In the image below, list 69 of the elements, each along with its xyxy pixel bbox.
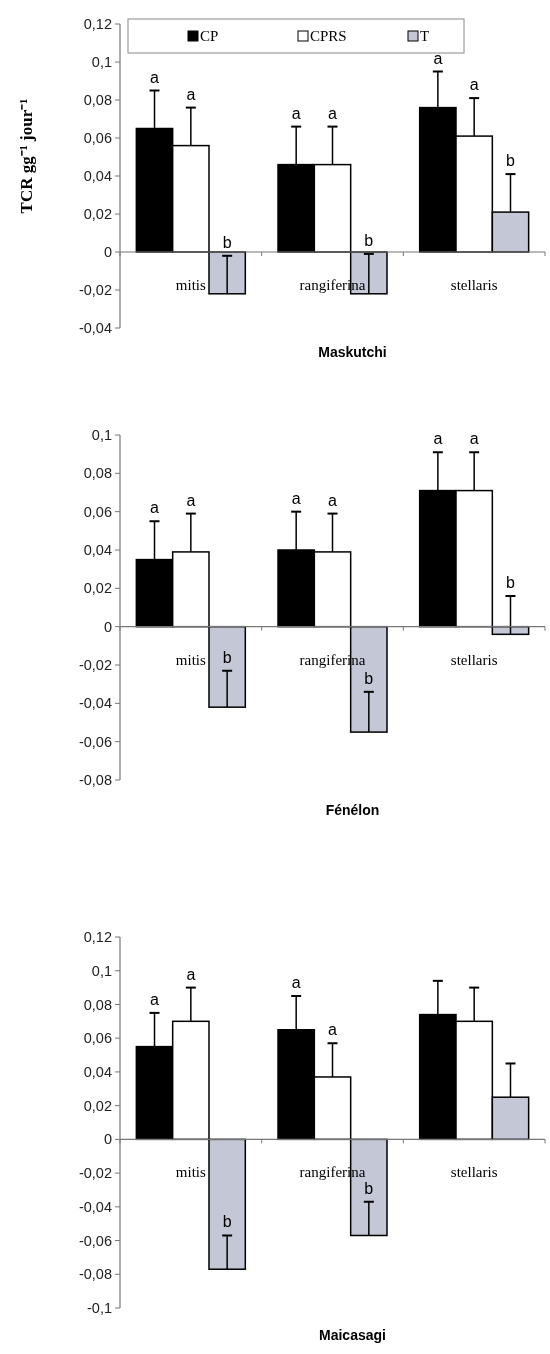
data-label: a	[433, 49, 443, 67]
data-label: b	[506, 152, 516, 170]
x-axis-title: Maskutchi	[318, 344, 387, 360]
data-label: a	[291, 104, 301, 122]
y-tick-label: 0	[103, 1131, 112, 1148]
data-label: a	[291, 489, 301, 507]
data-label: a	[328, 1021, 338, 1039]
y-tick-label: -0,04	[78, 695, 112, 712]
data-label: b	[364, 231, 374, 249]
data-label: b	[222, 1213, 232, 1231]
y-tick-label: -0,1	[87, 1300, 112, 1317]
x-tick-label: mitis	[175, 277, 206, 293]
data-label: b	[222, 648, 232, 666]
y-tick-label: -0,06	[78, 733, 112, 750]
data-label: b	[506, 574, 516, 591]
y-tick-label: 0,02	[83, 580, 112, 597]
data-label: a	[186, 965, 196, 983]
data-label: a	[433, 430, 443, 448]
data-label: a	[469, 76, 479, 94]
y-tick-label: 0,04	[83, 542, 112, 559]
y-tick-label: 0,08	[83, 996, 112, 1013]
x-tick-label: stellaris	[450, 651, 498, 668]
y-tick-label: 0,1	[91, 54, 112, 71]
y-tick-label: 0,02	[83, 1097, 112, 1114]
data-label: a	[469, 430, 479, 448]
y-tick-label: -0,02	[78, 1165, 112, 1182]
y-tick-label: 0	[103, 618, 112, 635]
x-tick-label: mitis	[175, 1164, 206, 1181]
data-label: b	[222, 233, 232, 251]
y-tick-label: 0,06	[83, 1030, 112, 1047]
y-tick-label: 0,08	[83, 92, 112, 109]
x-axis-title: Fénélon	[325, 802, 380, 818]
data-label: a	[150, 68, 160, 86]
data-label: a	[186, 85, 196, 103]
y-tick-label: 0,08	[83, 465, 112, 482]
data-label: a	[291, 974, 301, 992]
data-label: a	[150, 990, 160, 1008]
y-tick-label: 0,04	[83, 168, 112, 185]
data-label: b	[364, 669, 374, 687]
y-tick-label: -0,02	[78, 657, 112, 674]
y-tick-label: -0,04	[78, 320, 112, 337]
y-tick-label: -0,08	[78, 772, 112, 789]
y-tick-label: -0,02	[78, 282, 112, 299]
x-tick-label: stellaris	[450, 277, 498, 293]
legend-label: T	[420, 28, 430, 44]
y-tick-label: -0,04	[78, 1198, 112, 1215]
x-axis-title: Maicasagi	[319, 1327, 386, 1343]
legend-label: CPRS	[310, 28, 347, 44]
y-tick-label: 0	[103, 244, 112, 261]
data-label: a	[328, 491, 338, 509]
data-label: a	[328, 104, 338, 122]
y-tick-label: 0,06	[83, 130, 112, 147]
y-tick-label: -0,06	[78, 1232, 112, 1249]
data-label: a	[186, 491, 196, 509]
y-tick-label: 0,12	[83, 16, 112, 33]
bar	[208, 251, 247, 295]
data-label: a	[150, 499, 160, 517]
y-tick-label: 0,1	[91, 962, 112, 979]
y-tick-label: -0,08	[78, 1266, 112, 1283]
legend-label: CP	[200, 28, 219, 44]
data-label: b	[364, 1179, 374, 1197]
y-tick-label: 0,12	[83, 929, 112, 946]
y-axis-title: TCR gg⁻¹ jour⁻¹	[17, 98, 36, 214]
x-tick-label: stellaris	[450, 1164, 498, 1181]
y-tick-label: 0,02	[83, 206, 112, 223]
y-tick-label: 0,04	[83, 1063, 112, 1080]
y-tick-label: 0,1	[91, 427, 112, 444]
y-tick-label: 0,06	[83, 503, 112, 520]
x-tick-label: mitis	[175, 651, 206, 668]
